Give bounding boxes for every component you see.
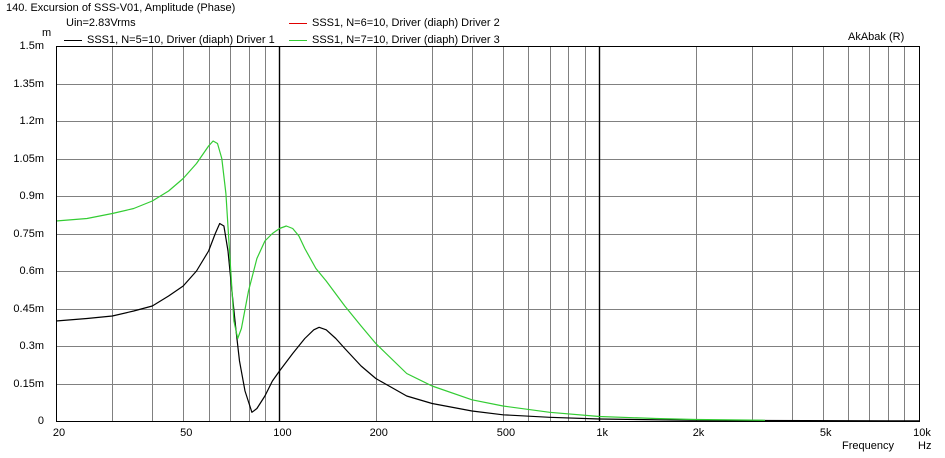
brand-label: AkAbak (R) <box>848 31 905 43</box>
y-tick-label: 0.45m <box>13 302 44 315</box>
x-axis-label: Frequency <box>842 440 894 452</box>
legend-swatch-driver-3 <box>289 40 307 41</box>
chart-title: 140. Excursion of SSS-V01, Amplitude (Ph… <box>6 2 236 14</box>
x-tick-label: 2k <box>692 427 705 439</box>
legend-label-driver-1: SSS1, N=5=10, Driver (diaph) Driver 1 <box>87 34 275 46</box>
series-line-driver-1 <box>55 222 920 422</box>
x-tick-label: 100 <box>273 427 292 439</box>
y-tick-label: 1.5m <box>19 40 44 52</box>
y-tick-label: 0.9m <box>19 190 44 202</box>
y-tick-label: 0 <box>37 415 44 427</box>
x-tick-label: 50 <box>180 427 193 439</box>
legend-label-driver-2: SSS1, N=6=10, Driver (diaph) Driver 2 <box>312 17 500 29</box>
x-tick-label: 500 <box>496 427 516 439</box>
grid-major <box>278 46 601 421</box>
series-line-driver-3 <box>55 140 766 421</box>
series-layer <box>55 140 920 422</box>
x-tick-label: 200 <box>369 427 388 439</box>
y-tick-label: 0.15m <box>13 377 44 390</box>
y-tick-label: 0.75m <box>13 227 44 240</box>
input-condition: Uin=2.83Vrms <box>66 17 136 29</box>
y-tick-label: 1.2m <box>19 115 44 127</box>
y-tick-label: 0.6m <box>19 265 44 277</box>
x-tick-label: 5k <box>819 427 832 439</box>
y-tick-label: 1.35m <box>13 77 44 90</box>
y-tick-label: 0.3m <box>19 340 44 352</box>
y-unit-label: m <box>42 27 52 39</box>
y-tick-label: 1.05m <box>13 152 44 165</box>
x-tick-label: 1k <box>596 427 609 439</box>
legend-label-driver-3: SSS1, N=7=10, Driver (diaph) Driver 3 <box>312 34 500 46</box>
grid-minor <box>56 46 919 421</box>
plot-frame <box>56 46 920 422</box>
legend-swatch-driver-2 <box>289 23 307 24</box>
x-unit-label: Hz <box>918 440 932 452</box>
x-tick-label: 10k <box>913 427 931 439</box>
legend-swatch-driver-1 <box>64 40 82 41</box>
x-tick-label: 20 <box>52 427 66 439</box>
